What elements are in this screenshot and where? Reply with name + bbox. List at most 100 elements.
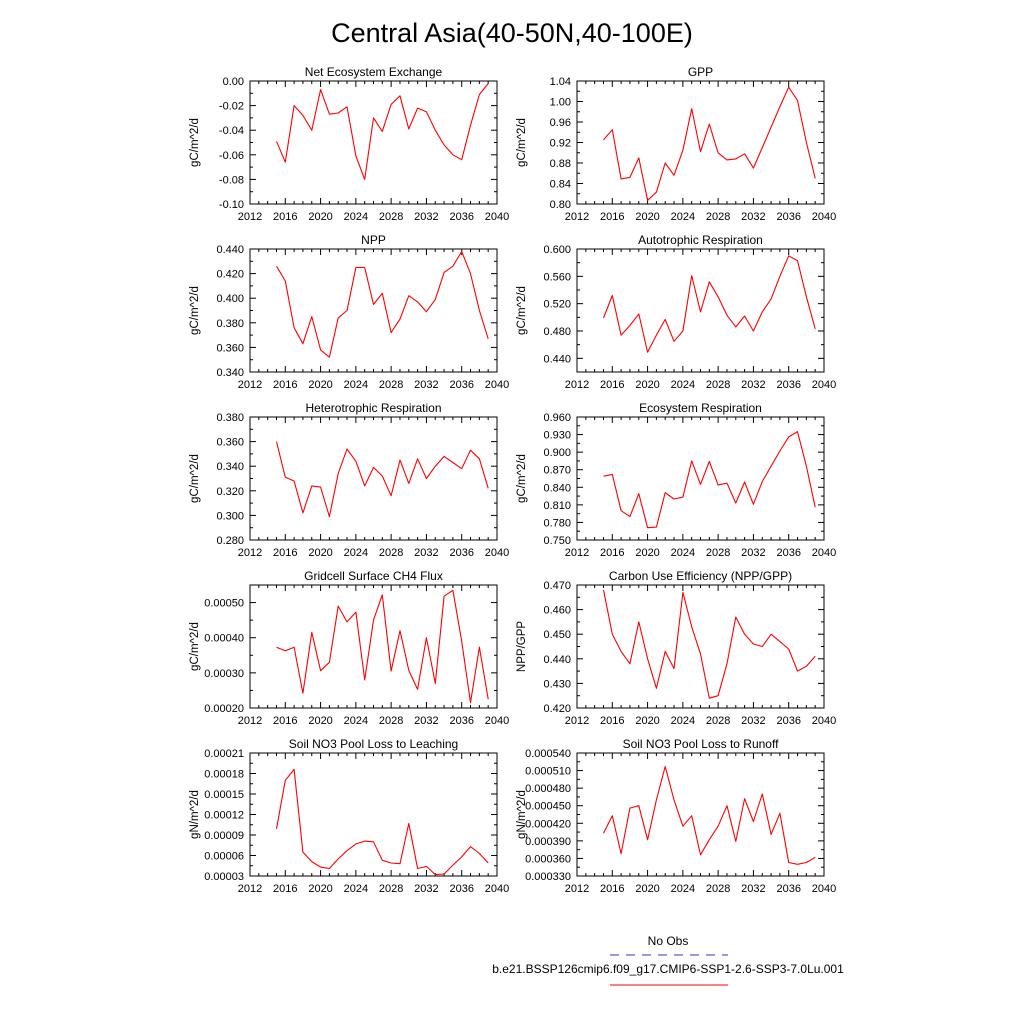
- x-tick-label: 2036: [776, 715, 800, 727]
- y-tick-label: 0.00003: [204, 871, 244, 883]
- x-tick-label: 2020: [308, 547, 332, 559]
- y-tick-label: 0.00: [223, 76, 244, 88]
- x-tick-label: 2028: [379, 211, 403, 223]
- x-tick-label: 2024: [671, 379, 695, 391]
- series-line: [603, 86, 816, 201]
- panel-title: Net Ecosystem Exchange: [305, 65, 443, 79]
- y-tick-label: 1.04: [550, 76, 571, 88]
- x-tick-label: 2020: [635, 379, 659, 391]
- y-tick-label: 0.96: [550, 117, 571, 129]
- y-tick-label: 0.84: [550, 179, 571, 191]
- series-line: [275, 768, 489, 876]
- x-tick-label: 2040: [812, 883, 836, 895]
- y-tick-label: 0.000540: [525, 748, 571, 760]
- x-tick-label: 2028: [379, 547, 403, 559]
- series-line: [602, 255, 816, 353]
- x-tick-label: 2036: [776, 211, 800, 223]
- series-line: [276, 250, 489, 358]
- x-tick-label: 2040: [485, 883, 509, 895]
- y-tick-label: 0.360: [216, 437, 244, 449]
- legend-obs-label: No Obs: [648, 934, 689, 948]
- y-tick-label: -0.10: [219, 199, 244, 211]
- y-tick-label: 0.80: [550, 199, 571, 211]
- y-tick-label: 0.380: [216, 412, 244, 424]
- y-tick-label: 0.780: [543, 517, 571, 529]
- y-tick-label: 0.810: [543, 500, 571, 512]
- x-tick-label: 2032: [741, 379, 765, 391]
- y-tick-label: 0.840: [543, 482, 571, 494]
- y-tick-label: 0.000390: [525, 836, 571, 848]
- x-tick-label: 2012: [565, 547, 589, 559]
- y-tick-label: 0.000420: [525, 818, 571, 830]
- x-tick-label: 2024: [671, 715, 695, 727]
- panel-title: Ecosystem Respiration: [639, 401, 762, 415]
- panel-title: Soil NO3 Pool Loss to Runoff: [623, 737, 780, 751]
- x-tick-label: 2012: [238, 211, 262, 223]
- y-tick-label: 0.000510: [525, 766, 571, 778]
- x-tick-label: 2020: [635, 883, 659, 895]
- plot-frame: [576, 416, 825, 541]
- x-tick-label: 2012: [238, 547, 262, 559]
- x-tick-label: 2020: [635, 547, 659, 559]
- x-tick-label: 2032: [741, 715, 765, 727]
- y-tick-label: 0.750: [543, 535, 571, 547]
- x-tick-label: 2040: [812, 715, 836, 727]
- x-tick-label: 2016: [600, 211, 624, 223]
- x-tick-label: 2040: [485, 547, 509, 559]
- x-tick-label: 2032: [414, 547, 438, 559]
- x-tick-label: 2036: [776, 547, 800, 559]
- y-axis-label: gC/m^2/d: [189, 286, 201, 335]
- y-tick-label: 1.00: [550, 97, 571, 109]
- x-tick-label: 2016: [600, 715, 624, 727]
- chart-panel: Autotrophic Respiration 2012 2016 2020 2024 2…: [516, 233, 836, 391]
- series-line: [276, 589, 489, 704]
- x-tick-label: 2016: [273, 211, 297, 223]
- y-tick-label: 0.960: [543, 412, 571, 424]
- y-tick-label: 0.420: [216, 269, 244, 281]
- x-tick-label: 2036: [449, 547, 473, 559]
- x-tick-label: 2040: [485, 715, 509, 727]
- x-tick-label: 2028: [706, 715, 730, 727]
- plot-frame: [249, 752, 498, 877]
- y-tick-label: 0.00009: [204, 830, 244, 842]
- plot-frame: [249, 584, 498, 709]
- chart-panel: Soil NO3 Pool Loss to Leaching 2012 2016 20…: [189, 737, 509, 895]
- x-tick-label: 2024: [344, 883, 368, 895]
- y-tick-label: 0.400: [216, 293, 244, 305]
- y-tick-label: 0.000360: [525, 853, 571, 865]
- y-tick-label: 0.00021: [204, 748, 244, 760]
- series-line: [602, 589, 816, 699]
- x-tick-label: 2012: [565, 883, 589, 895]
- x-tick-label: 2024: [344, 379, 368, 391]
- x-tick-label: 2032: [741, 883, 765, 895]
- x-tick-label: 2028: [706, 547, 730, 559]
- x-tick-label: 2016: [273, 715, 297, 727]
- chart-panel: Ecosystem Respiration 2012 2016 2020 2024 202…: [516, 401, 836, 559]
- y-tick-label: 0.000480: [525, 783, 571, 795]
- x-tick-label: 2040: [812, 211, 836, 223]
- y-tick-label: 0.440: [543, 353, 571, 365]
- panel-title: Autotrophic Respiration: [638, 233, 763, 247]
- y-axis-label: gC/m^2/d: [189, 622, 201, 671]
- y-tick-label: -0.04: [219, 125, 244, 137]
- plot-frame: [576, 584, 825, 709]
- x-tick-label: 2028: [379, 379, 403, 391]
- x-tick-label: 2036: [449, 211, 473, 223]
- x-tick-label: 2016: [273, 379, 297, 391]
- x-tick-label: 2020: [635, 211, 659, 223]
- x-tick-label: 2012: [565, 715, 589, 727]
- y-tick-label: 0.460: [543, 605, 571, 617]
- x-tick-label: 2024: [344, 547, 368, 559]
- x-tick-label: 2016: [273, 883, 297, 895]
- chart-panel: NPP 2012 2016 2020 2024 2028 2032 2036 2040 0.340…: [189, 233, 509, 391]
- y-axis-label: NPP/GPP: [516, 621, 528, 672]
- plot-frame: [249, 248, 498, 373]
- x-tick-label: 2040: [812, 379, 836, 391]
- x-tick-label: 2028: [379, 883, 403, 895]
- y-tick-label: 0.930: [543, 430, 571, 442]
- x-tick-label: 2020: [308, 715, 332, 727]
- y-tick-label: 0.440: [543, 654, 571, 666]
- panel-title: NPP: [361, 233, 386, 247]
- x-tick-label: 2032: [741, 211, 765, 223]
